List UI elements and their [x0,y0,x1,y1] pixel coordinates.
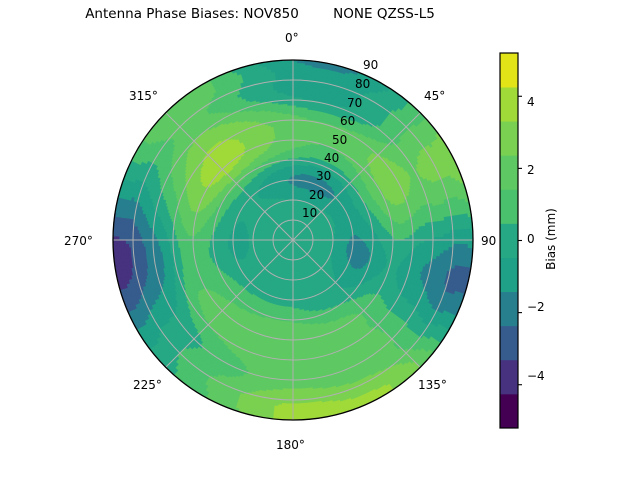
colorbar[interactable] [500,53,522,428]
colorbar-tick-label-4: −4 [527,369,545,383]
colorbar-axis-label: Bias (mm) [544,208,558,270]
radial-tick-label-3: 40 [324,151,339,165]
azimuth-tick-label-4: 180° [276,438,305,452]
radial-tick-label-0: 10 [302,206,317,220]
radial-tick-label-5: 60 [340,114,355,128]
azimuth-tick-label-7: 315° [129,89,158,103]
colorbar-tick-label-3: −2 [527,300,545,314]
radial-tick-label-6: 70 [347,96,362,110]
page-title: Antenna Phase Biases: NOV850 NONE QZSS-L… [0,6,520,22]
colorbar-tick-label-2: 0 [527,232,535,246]
colorbar-band-6 [500,189,518,223]
colorbar-tick-label-1: 2 [527,163,535,177]
radial-tick-label-1: 20 [309,188,324,202]
colorbar-band-10 [500,53,518,87]
colorbar-band-2 [500,326,518,360]
colorbar-tick-label-0: 4 [527,95,535,109]
radial-tick-label-8: 90 [363,58,378,72]
colorbar-band-0 [500,394,518,428]
colorbar-band-3 [500,292,518,326]
azimuth-tick-label-3: 135° [418,378,447,392]
colorbar-band-1 [500,360,518,394]
radial-tick-label-2: 30 [316,169,331,183]
polar-grid-layer [113,60,473,420]
colorbar-band-8 [500,121,518,155]
azimuth-tick-label-1: 45° [424,89,445,103]
azimuth-tick-label-2: 90 [481,234,496,248]
azimuth-tick-label-0: 0° [285,31,299,45]
colorbar-band-9 [500,87,518,121]
colorbar-band-4 [500,258,518,292]
colorbar-band-7 [500,155,518,189]
colorbar-band-5 [500,223,518,257]
radial-tick-label-4: 50 [332,133,347,147]
radial-tick-label-7: 80 [355,77,370,91]
azimuth-tick-label-5: 225° [133,378,162,392]
azimuth-tick-label-6: 270° [64,234,93,248]
